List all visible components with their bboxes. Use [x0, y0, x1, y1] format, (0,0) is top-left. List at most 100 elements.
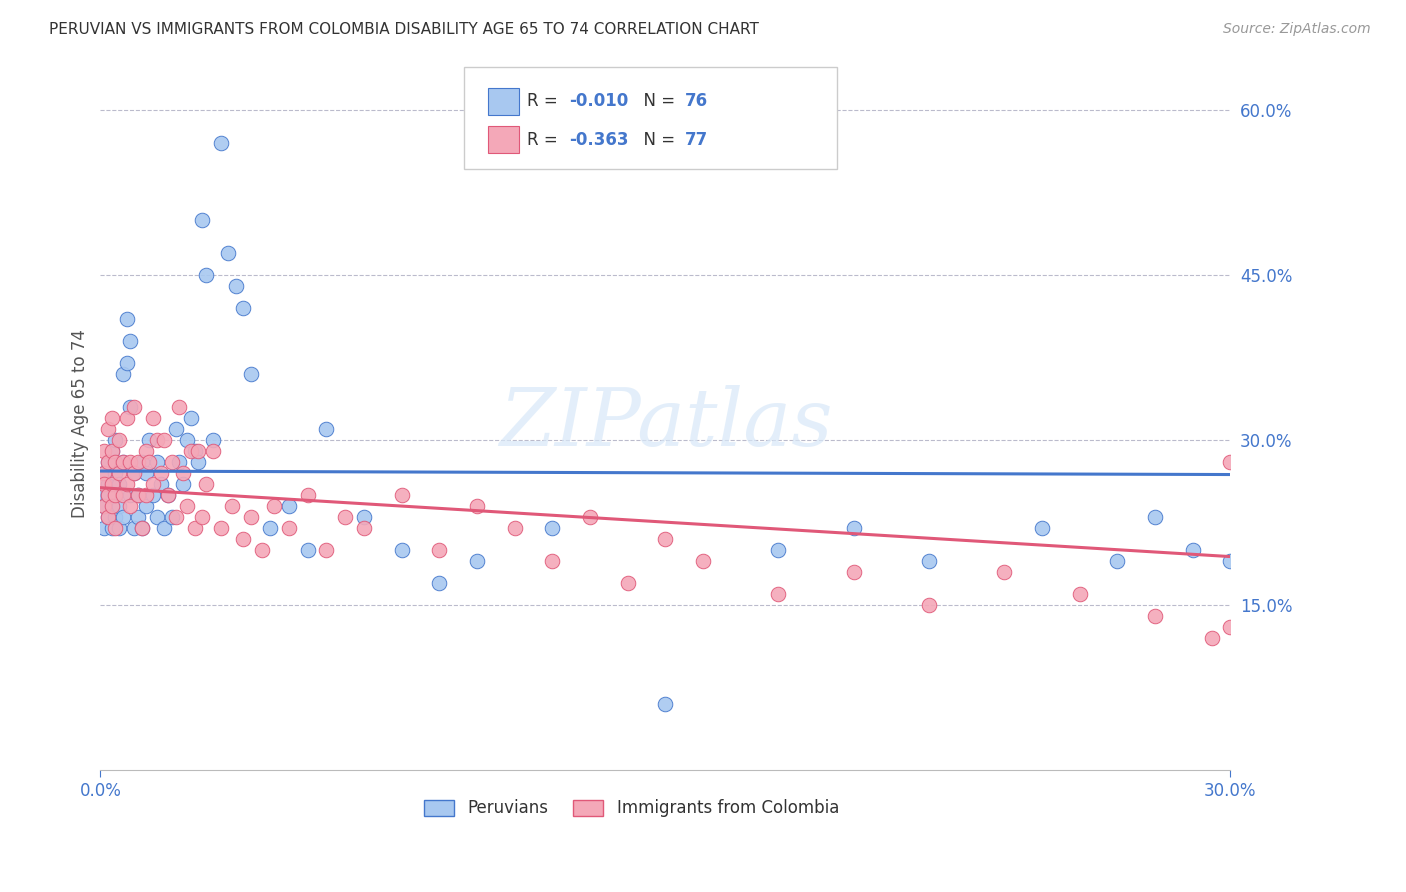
Point [391, 488, 413, 502]
Point [93, 444, 115, 458]
Point [240, 510, 263, 524]
Point [135, 466, 157, 480]
Text: N =: N = [633, 131, 681, 149]
Point [153, 434, 176, 448]
Point [194, 477, 217, 491]
Point [93, 521, 115, 535]
Point [465, 499, 488, 513]
Text: 77: 77 [685, 131, 709, 149]
Point [93, 466, 115, 480]
Point [115, 356, 138, 370]
Point [654, 532, 676, 546]
Point [191, 510, 214, 524]
Point [541, 521, 564, 535]
Point [1107, 554, 1129, 568]
Point [172, 466, 194, 480]
Point [252, 543, 274, 558]
Point [142, 411, 165, 425]
Point [232, 532, 254, 546]
Point [104, 488, 127, 502]
Point [209, 521, 232, 535]
Point [157, 488, 180, 502]
Text: ZIPatlas: ZIPatlas [499, 385, 832, 462]
Point [100, 444, 122, 458]
Text: -0.363: -0.363 [569, 131, 628, 149]
Point [104, 521, 127, 535]
Text: -0.010: -0.010 [569, 93, 628, 111]
Point [122, 466, 145, 480]
Point [169, 455, 191, 469]
Point [1219, 554, 1241, 568]
Point [131, 455, 153, 469]
Point [100, 499, 122, 513]
Point [97, 510, 120, 524]
Point [108, 477, 131, 491]
Point [180, 444, 202, 458]
Point [93, 499, 115, 513]
Point [153, 521, 176, 535]
Point [315, 422, 337, 436]
Point [111, 455, 134, 469]
Point [1201, 631, 1223, 645]
Legend: Peruvians, Immigrants from Colombia: Peruvians, Immigrants from Colombia [418, 793, 845, 824]
Point [315, 543, 337, 558]
Point [1219, 620, 1241, 634]
Text: N =: N = [633, 93, 681, 111]
Point [654, 697, 676, 711]
Point [97, 488, 120, 502]
Point [427, 543, 450, 558]
Point [692, 554, 714, 568]
Point [259, 521, 281, 535]
Point [160, 455, 183, 469]
Point [97, 477, 120, 491]
Point [918, 554, 941, 568]
Point [120, 455, 142, 469]
Point [104, 510, 127, 524]
Point [194, 268, 217, 283]
Text: Source: ZipAtlas.com: Source: ZipAtlas.com [1223, 22, 1371, 37]
Point [187, 444, 209, 458]
Point [391, 543, 413, 558]
Point [202, 444, 225, 458]
Point [127, 488, 149, 502]
Point [120, 488, 142, 502]
Text: PERUVIAN VS IMMIGRANTS FROM COLOMBIA DISABILITY AGE 65 TO 74 CORRELATION CHART: PERUVIAN VS IMMIGRANTS FROM COLOMBIA DIS… [49, 22, 759, 37]
Point [104, 434, 127, 448]
Point [225, 279, 247, 293]
Point [427, 576, 450, 591]
Point [232, 301, 254, 316]
Point [176, 499, 198, 513]
Point [187, 455, 209, 469]
Point [97, 455, 120, 469]
Point [579, 510, 602, 524]
Point [993, 565, 1015, 579]
Point [157, 488, 180, 502]
Point [135, 444, 157, 458]
Point [93, 477, 115, 491]
Point [100, 477, 122, 491]
Point [209, 136, 232, 151]
Point [115, 312, 138, 326]
Point [100, 521, 122, 535]
Point [131, 521, 153, 535]
Point [104, 466, 127, 480]
Point [146, 510, 169, 524]
Point [120, 401, 142, 415]
Point [127, 455, 149, 469]
Point [100, 444, 122, 458]
Point [100, 477, 122, 491]
Point [1069, 587, 1091, 601]
Point [172, 477, 194, 491]
Point [768, 543, 790, 558]
Point [240, 368, 263, 382]
Point [202, 434, 225, 448]
Point [503, 521, 526, 535]
Point [146, 434, 169, 448]
Point [115, 411, 138, 425]
Point [180, 411, 202, 425]
Text: 76: 76 [685, 93, 707, 111]
Point [115, 477, 138, 491]
Point [111, 455, 134, 469]
Point [1219, 455, 1241, 469]
Point [221, 499, 243, 513]
